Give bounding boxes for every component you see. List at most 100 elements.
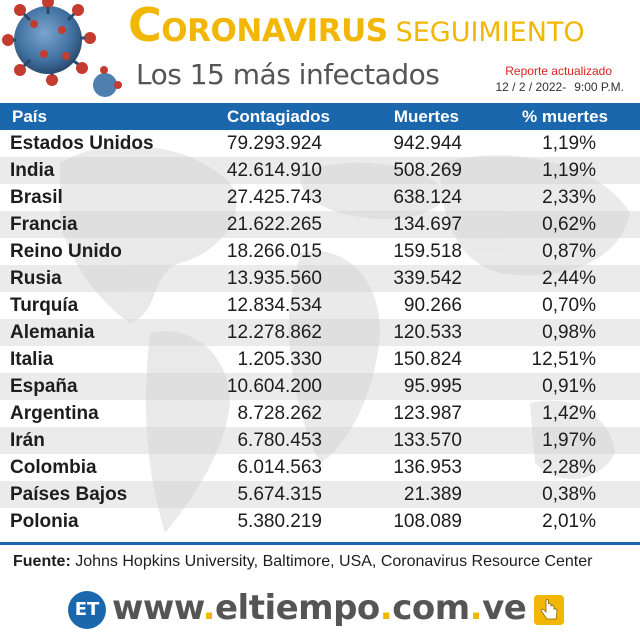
- report-label: Reporte actualizado: [505, 64, 612, 78]
- deaths-cell: 133.570: [393, 430, 462, 451]
- cases-cell: 42.614.910: [226, 160, 322, 181]
- country-cell: Polonia: [10, 511, 79, 532]
- death-rate-cell: 1,19%: [542, 133, 596, 154]
- table-row: Rusia 13.935.560 339.542 2,44%: [0, 265, 640, 292]
- death-rate-cell: 2,28%: [542, 457, 596, 478]
- country-cell: Francia: [10, 214, 78, 235]
- source-label: Fuente:: [13, 553, 71, 570]
- table-row: Reino Unido 18.266.015 159.518 0,87%: [0, 238, 640, 265]
- column-header-cases: Contagiados: [227, 107, 330, 126]
- column-header-country: País: [12, 107, 47, 126]
- column-header-deaths: Muertes: [393, 107, 459, 126]
- report-time: 9:00 P.M.: [574, 80, 624, 94]
- data-table: País Contagiados Muertes % muertes Estad…: [0, 103, 640, 542]
- death-rate-cell: 0,70%: [542, 295, 596, 316]
- url-part-domain: eltiempo: [214, 588, 380, 628]
- table-row: Alemania 12.278.862 120.533 0,98%: [0, 319, 640, 346]
- country-cell: Irán: [10, 430, 45, 451]
- column-header-death-rate: % muertes: [522, 107, 608, 126]
- virus-illustration: [2, 0, 122, 97]
- table-row: Países Bajos 5.674.315 21.389 0,38%: [0, 481, 640, 508]
- cases-cell: 5.674.315: [237, 484, 322, 505]
- table-row: Francia 21.622.265 134.697 0,62%: [0, 211, 640, 238]
- deaths-cell: 95.995: [403, 376, 462, 397]
- cases-cell: 6.014.563: [237, 457, 322, 478]
- cases-cell: 18.266.015: [226, 241, 322, 262]
- deaths-cell: 108.089: [393, 511, 462, 532]
- deaths-cell: 942.944: [393, 133, 462, 154]
- click-hand-icon[interactable]: [534, 595, 564, 625]
- country-cell: India: [10, 160, 55, 181]
- country-cell: Colombia: [10, 457, 97, 478]
- report-date: 12 / 2 / 2022- 9:00 P.M.: [495, 80, 624, 94]
- country-cell: Brasil: [10, 187, 63, 208]
- title-main: CORONAVIRUS: [128, 2, 388, 49]
- deaths-cell: 134.697: [393, 214, 462, 235]
- country-cell: Italia: [10, 349, 54, 370]
- country-cell: Argentina: [10, 403, 99, 424]
- source-line: Fuente: Johns Hopkins University, Baltim…: [13, 553, 592, 571]
- country-cell: Países Bajos: [10, 484, 128, 505]
- url-part-www: www: [112, 588, 203, 628]
- deaths-cell: 638.124: [393, 187, 462, 208]
- deaths-cell: 120.533: [393, 322, 462, 343]
- cases-cell: 12.834.534: [226, 295, 322, 316]
- cases-cell: 6.780.453: [237, 430, 322, 451]
- country-cell: España: [10, 376, 78, 397]
- country-cell: Reino Unido: [10, 241, 122, 262]
- table-row: Irán 6.780.453 133.570 1,97%: [0, 427, 640, 454]
- page-subtitle: Los 15 más infectados: [136, 58, 440, 91]
- death-rate-cell: 0,91%: [542, 376, 596, 397]
- deaths-cell: 508.269: [393, 160, 462, 181]
- death-rate-cell: 1,97%: [542, 430, 596, 451]
- cases-cell: 8.728.262: [237, 403, 322, 424]
- header: CORONAVIRUS SEGUIMIENTO Los 15 más infect…: [0, 0, 640, 103]
- et-logo: ET: [68, 591, 106, 629]
- deaths-cell: 123.987: [393, 403, 462, 424]
- death-rate-cell: 0,62%: [542, 214, 596, 235]
- url-dot: .: [469, 588, 483, 628]
- cases-cell: 13.935.560: [226, 268, 322, 289]
- title-rest: ORONAVIRUS: [161, 13, 388, 49]
- death-rate-cell: 0,98%: [542, 322, 596, 343]
- table-row: Polonia 5.380.219 108.089 2,01%: [0, 508, 640, 535]
- title-secondary: SEGUIMIENTO: [395, 17, 585, 48]
- deaths-cell: 136.953: [393, 457, 462, 478]
- death-rate-cell: 0,38%: [542, 484, 596, 505]
- table-row: Estados Unidos 79.293.924 942.944 1,19%: [0, 130, 640, 157]
- cases-cell: 79.293.924: [226, 133, 322, 154]
- table-row: Argentina 8.728.262 123.987 1,42%: [0, 400, 640, 427]
- url-part-com: com: [392, 588, 470, 628]
- url-part-ve: ve: [482, 588, 527, 628]
- deaths-cell: 159.518: [393, 241, 462, 262]
- table-row: Brasil 27.425.743 638.124 2,33%: [0, 184, 640, 211]
- table-row: Turquía 12.834.534 90.266 0,70%: [0, 292, 640, 319]
- page-title: CORONAVIRUS SEGUIMIENTO: [128, 2, 585, 48]
- cases-cell: 21.622.265: [226, 214, 322, 235]
- deaths-cell: 150.824: [393, 349, 462, 370]
- source-divider: [0, 542, 640, 545]
- death-rate-cell: 1,19%: [542, 160, 596, 181]
- country-cell: Alemania: [10, 322, 95, 343]
- country-cell: Estados Unidos: [10, 133, 154, 154]
- deaths-cell: 90.266: [403, 295, 462, 316]
- death-rate-cell: 0,87%: [542, 241, 596, 262]
- death-rate-cell: 12,51%: [531, 349, 596, 370]
- country-cell: Turquía: [10, 295, 79, 316]
- table-row: España 10.604.200 95.995 0,91%: [0, 373, 640, 400]
- death-rate-cell: 2,44%: [542, 268, 596, 289]
- cases-cell: 12.278.862: [226, 322, 322, 343]
- death-rate-cell: 1,42%: [542, 403, 596, 424]
- footer: ET www.eltiempo.com.ve: [0, 583, 640, 640]
- country-cell: Rusia: [10, 268, 62, 289]
- url-dot: .: [202, 588, 216, 628]
- table-row: Italia 1.205.330 150.824 12,51%: [0, 346, 640, 373]
- deaths-cell: 339.542: [393, 268, 462, 289]
- source-text: Johns Hopkins University, Baltimore, USA…: [75, 553, 593, 570]
- cases-cell: 5.380.219: [237, 511, 322, 532]
- deaths-cell: 21.389: [403, 484, 462, 505]
- website-link[interactable]: www.eltiempo.com.ve: [112, 588, 527, 628]
- world-map-background: [60, 145, 630, 533]
- title-initial: C: [128, 0, 162, 52]
- death-rate-cell: 2,01%: [542, 511, 596, 532]
